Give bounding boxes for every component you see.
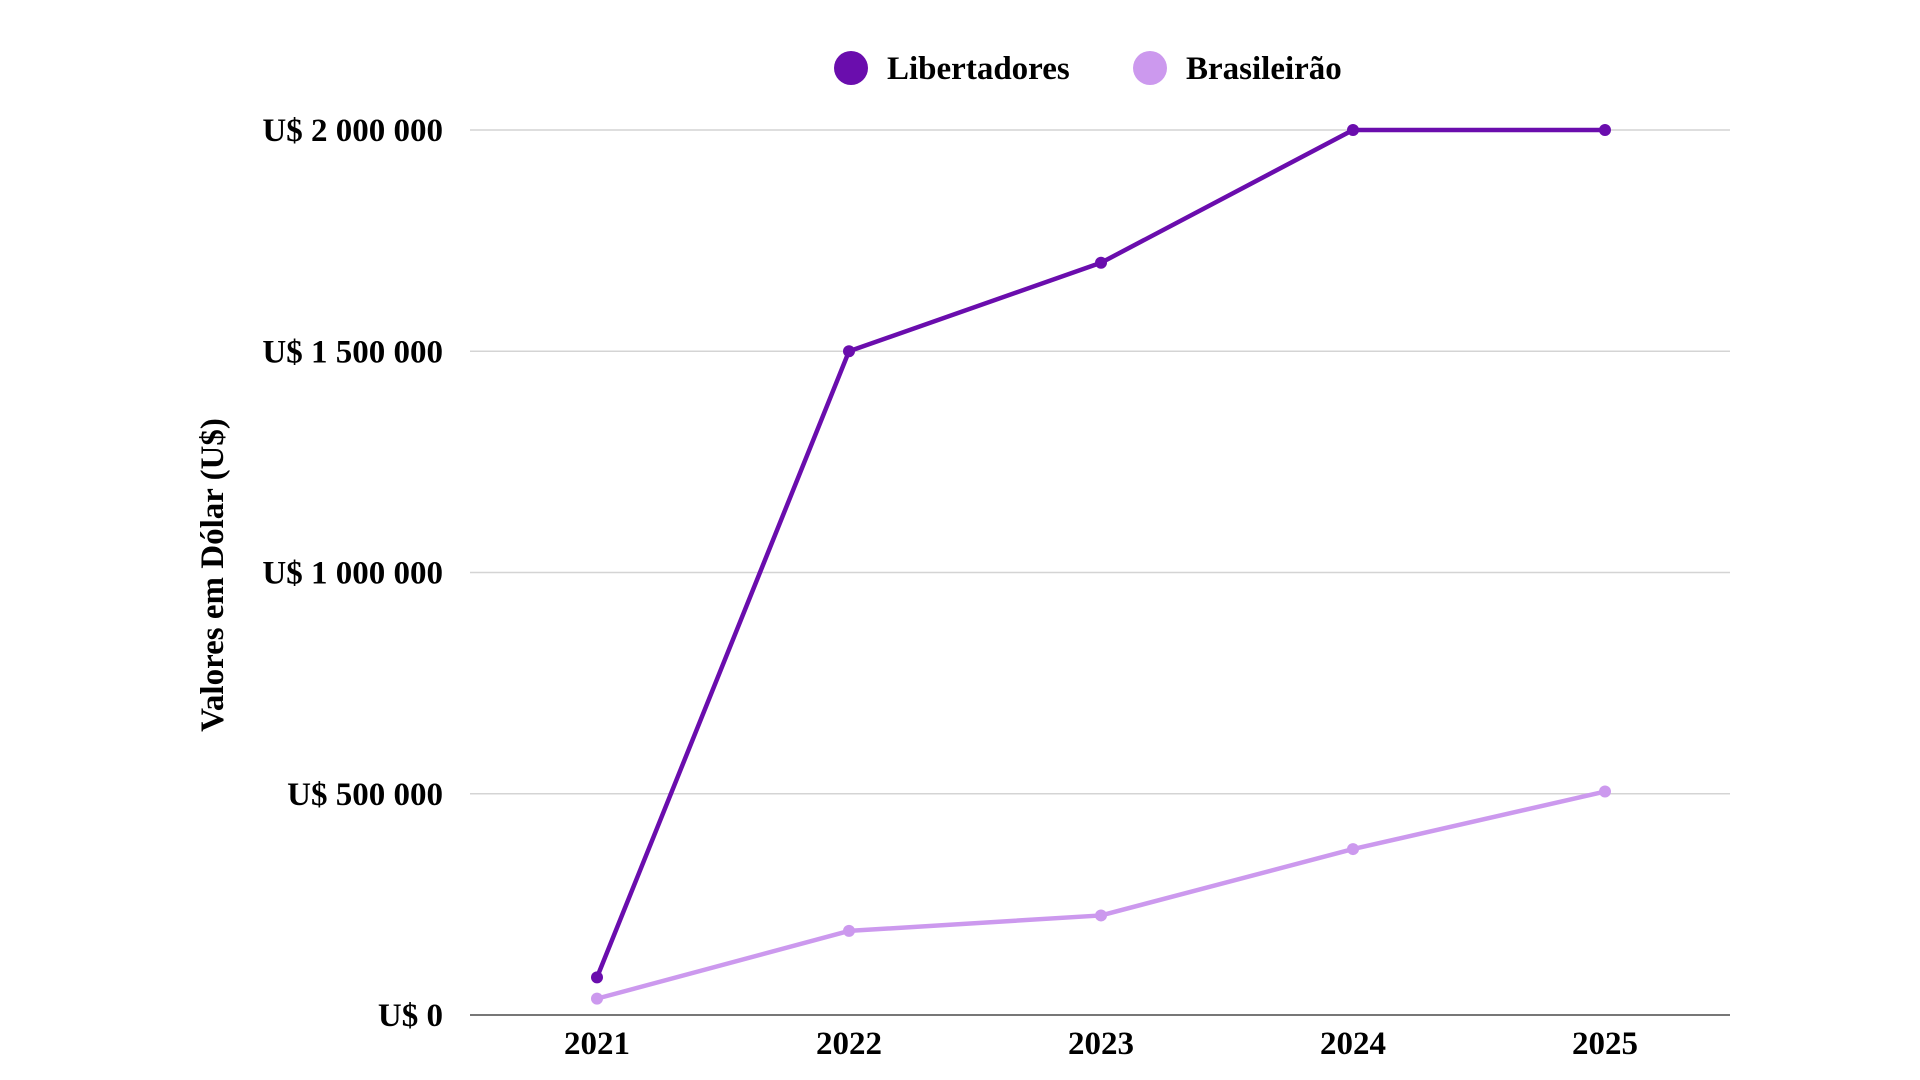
x-tick-label: 2025: [1572, 1026, 1638, 1062]
data-point: [1095, 256, 1107, 269]
y-axis: U$ 0 U$ 500 000 U$ 1 000 000 U$ 1 500 000 U$…: [262, 113, 443, 1034]
x-tick-label: 2023: [1068, 1026, 1134, 1062]
data-point: [591, 971, 603, 984]
x-tick-label: 2022: [816, 1026, 882, 1062]
data-point: [1347, 124, 1359, 136]
data-point: [591, 992, 603, 1005]
legend-marker: [834, 51, 868, 85]
y-tick-label: U$ 0: [378, 998, 443, 1034]
data-point: [1095, 909, 1107, 922]
x-tick-label: 2021: [564, 1026, 630, 1062]
legend-item: Brasileirão: [1133, 51, 1342, 87]
y-axis-title: Valores em Dólar (U$): [195, 418, 231, 732]
series-brasileir-o: [591, 785, 1611, 1005]
legend: Libertadores Brasileirão: [834, 51, 1342, 87]
gridlines: [470, 129, 1730, 795]
x-axis: 2021 2022 2023 2024 2025: [470, 1014, 1730, 1062]
x-tick-label: 2024: [1320, 1026, 1386, 1062]
y-tick-label: U$ 1 000 000: [262, 556, 443, 592]
y-tick-label: U$ 2 000 000: [262, 113, 443, 149]
series-libertadores: [591, 124, 1611, 984]
data-point: [843, 345, 855, 358]
legend-label: Libertadores: [887, 51, 1070, 87]
y-tick-label: U$ 1 500 000: [262, 334, 443, 370]
series-lines: [591, 124, 1611, 1005]
y-tick-label: U$ 500 000: [287, 777, 443, 813]
data-point: [1599, 124, 1611, 136]
legend-marker: [1133, 51, 1167, 85]
legend-item: Libertadores: [834, 51, 1070, 87]
data-point: [843, 924, 855, 937]
legend-label: Brasileirão: [1186, 51, 1342, 87]
data-point: [1599, 785, 1611, 798]
series-line: [594, 789, 1608, 1001]
data-point: [1347, 843, 1359, 856]
